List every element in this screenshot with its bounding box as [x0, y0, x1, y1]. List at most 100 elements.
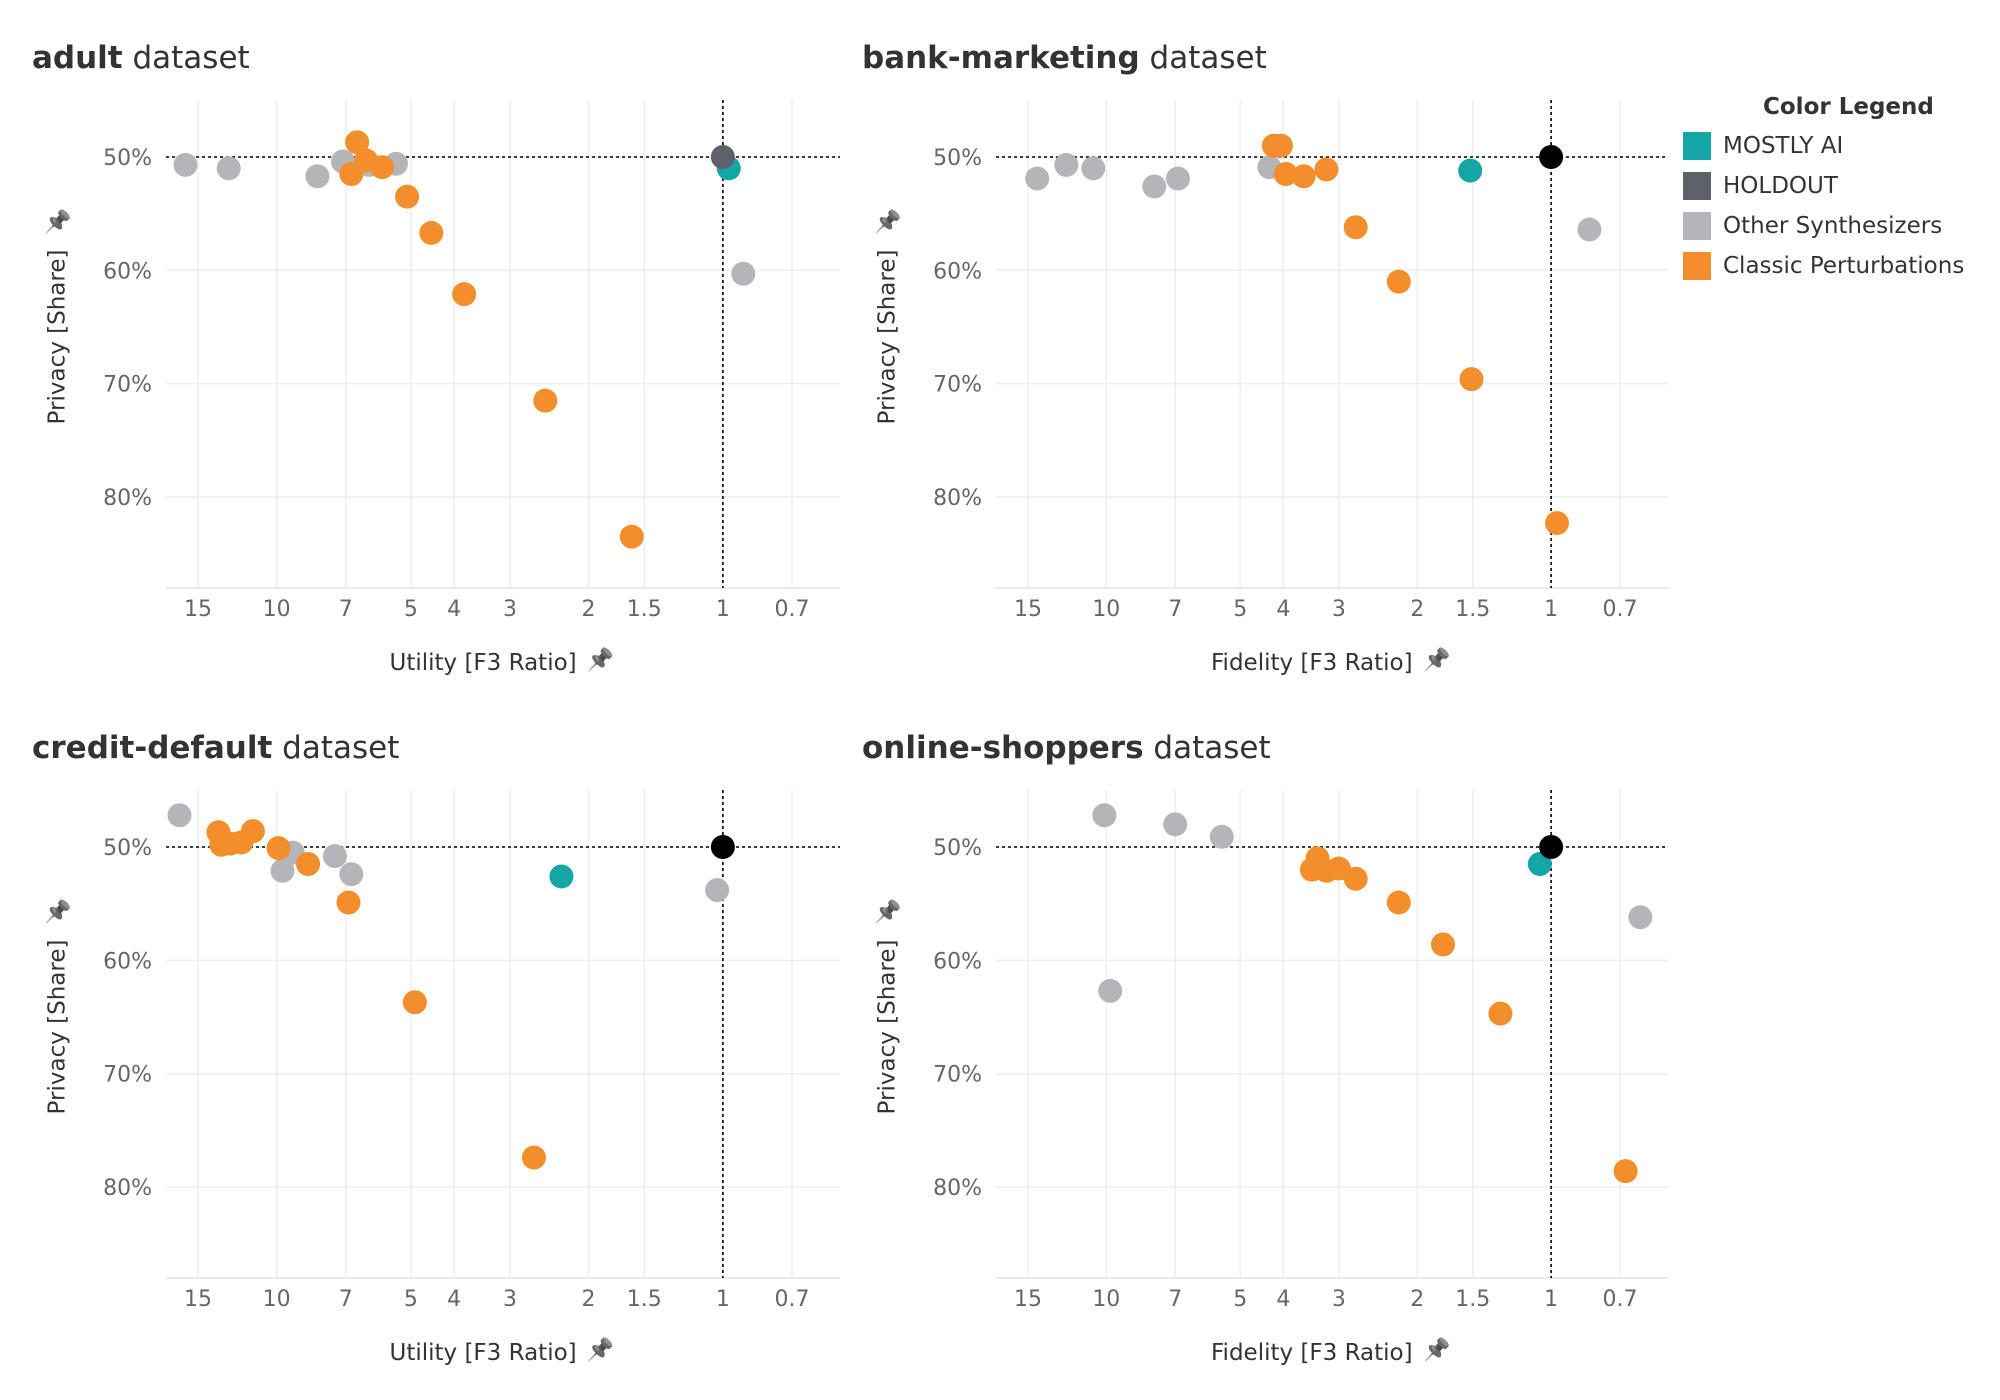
- data-point-other-synthesizers: [1081, 156, 1106, 181]
- y-tick-label: 50%: [103, 836, 152, 861]
- data-point-other-synthesizers: [270, 858, 295, 883]
- data-point-other-synthesizers: [305, 164, 330, 189]
- data-point-classic-perturbations: [345, 130, 370, 155]
- x-tick-label: 5: [1233, 1287, 1247, 1312]
- data-point-classic-perturbations: [1459, 367, 1484, 392]
- y-tick-label: 80%: [103, 486, 152, 511]
- data-point-other-synthesizers: [1092, 803, 1117, 828]
- data-point-classic-perturbations: [619, 524, 644, 549]
- data-point-classic-perturbations: [1613, 1159, 1638, 1184]
- scatter-panel-0: 15 10 7 5 4 3 2 1.5 1 0.7 50% 60% 70% 80%: [103, 100, 840, 622]
- y-tick-label: 80%: [933, 1176, 982, 1201]
- data-point-other-synthesizers: [731, 261, 756, 286]
- pin-icon[interactable]: 📌: [586, 1338, 614, 1363]
- data-point-other-synthesizers: [1628, 905, 1653, 930]
- x-tick-label: 3: [1332, 1287, 1346, 1312]
- pin-icon[interactable]: 📌: [874, 899, 902, 925]
- x-tick-label: 10: [1092, 1287, 1120, 1312]
- data-point-other-synthesizers: [1163, 812, 1188, 837]
- data-point-classic-perturbations: [339, 162, 364, 186]
- panel-title-dataset: bank-marketing: [862, 40, 1140, 76]
- x-tick-label: 2: [1410, 1287, 1424, 1312]
- data-point-mostly-ai: [549, 864, 574, 889]
- y-tick-label: 50%: [103, 146, 152, 171]
- x-tick-label: 0.7: [1603, 597, 1638, 622]
- legend-item-holdout: HOLDOUT: [1683, 166, 1964, 206]
- data-point-holdout: [1539, 835, 1564, 859]
- data-point-other-synthesizers: [1098, 978, 1123, 1003]
- x-tick-label: 15: [1014, 597, 1042, 622]
- pin-icon[interactable]: 📌: [586, 648, 614, 673]
- data-point-classic-perturbations: [452, 282, 477, 307]
- data-point-classic-perturbations: [370, 155, 395, 180]
- pin-icon[interactable]: 📌: [44, 209, 72, 235]
- scatter-panel-3: 15 10 7 5 4 3 2 1.5 1 0.7 50% 60% 70% 80%: [933, 790, 1668, 1312]
- data-point-other-synthesizers: [1209, 824, 1234, 849]
- x-tick-label: 1: [1544, 597, 1558, 622]
- x-tick-label: 10: [1092, 597, 1120, 622]
- x-tick-label: 1: [716, 1287, 730, 1312]
- data-point-holdout: [710, 145, 735, 169]
- x-tick-label: 1: [1544, 1287, 1558, 1312]
- pin-icon[interactable]: 📌: [1423, 1338, 1451, 1363]
- data-point-classic-perturbations: [1386, 890, 1411, 915]
- legend-item-mostly-ai: MOSTLY AI: [1683, 126, 1964, 166]
- x-tick-label: 1: [716, 597, 730, 622]
- x-axis-title: Utility [F3 Ratio]: [389, 1340, 577, 1366]
- legend-swatch: [1683, 172, 1711, 200]
- data-point-classic-perturbations: [296, 852, 321, 876]
- x-tick-label: 4: [447, 597, 461, 622]
- x-tick-label: 1.5: [627, 597, 662, 622]
- y-tick-label: 60%: [933, 259, 982, 284]
- panel-title-suffix: dataset: [122, 40, 250, 76]
- x-tick-label: 1.5: [1455, 1287, 1490, 1312]
- x-tick-label: 15: [184, 1287, 212, 1312]
- data-point-other-synthesizers: [705, 878, 730, 903]
- pin-icon[interactable]: 📌: [874, 209, 902, 235]
- data-point-mostly-ai: [1458, 158, 1483, 183]
- panel-title-dataset: online-shoppers: [862, 730, 1144, 766]
- data-point-classic-perturbations: [209, 832, 234, 857]
- panel-title: adult dataset: [32, 40, 250, 76]
- legend-item-classic-perturbations: Classic Perturbations: [1683, 246, 1964, 286]
- data-point-classic-perturbations: [533, 388, 558, 413]
- y-tick-label: 70%: [933, 1063, 982, 1088]
- data-point-other-synthesizers: [1577, 217, 1602, 242]
- data-point-other-synthesizers: [1054, 152, 1079, 177]
- data-point-classic-perturbations: [395, 184, 420, 209]
- x-tick-label: 7: [1168, 1287, 1182, 1312]
- panel-title: bank-marketing dataset: [862, 40, 1267, 76]
- data-point-classic-perturbations: [1268, 133, 1293, 158]
- pin-icon[interactable]: 📌: [44, 899, 72, 925]
- pin-icon[interactable]: 📌: [1423, 648, 1451, 673]
- legend-swatch: [1683, 212, 1711, 240]
- x-tick-label: 4: [1276, 1287, 1290, 1312]
- y-tick-label: 60%: [103, 259, 152, 284]
- data-point-classic-perturbations: [240, 819, 265, 844]
- y-tick-label: 70%: [933, 373, 982, 398]
- data-point-classic-perturbations: [1343, 866, 1368, 891]
- panel-title: credit-default dataset: [32, 730, 399, 766]
- legend-label: HOLDOUT: [1723, 173, 1838, 199]
- data-point-other-synthesizers: [173, 152, 198, 177]
- x-tick-label: 3: [503, 1287, 517, 1312]
- y-tick-label: 50%: [933, 146, 982, 171]
- x-tick-label: 1.5: [627, 1287, 662, 1312]
- data-point-other-synthesizers: [339, 862, 364, 887]
- x-tick-label: 2: [582, 597, 596, 622]
- panel-title-suffix: dataset: [1139, 40, 1267, 76]
- y-tick-label: 70%: [103, 373, 152, 398]
- data-point-classic-perturbations: [1386, 269, 1411, 294]
- x-tick-label: 7: [1168, 597, 1182, 622]
- panel-title-suffix: dataset: [1143, 730, 1271, 766]
- data-point-classic-perturbations: [266, 836, 291, 861]
- x-tick-label: 15: [1014, 1287, 1042, 1312]
- data-point-other-synthesizers: [1025, 166, 1050, 191]
- x-tick-label: 7: [339, 597, 353, 622]
- data-point-other-synthesizers: [1165, 166, 1190, 191]
- x-tick-label: 3: [1332, 597, 1346, 622]
- data-point-classic-perturbations: [1314, 157, 1339, 182]
- x-tick-label: 10: [263, 1287, 291, 1312]
- x-tick-label: 0.7: [1603, 1287, 1638, 1312]
